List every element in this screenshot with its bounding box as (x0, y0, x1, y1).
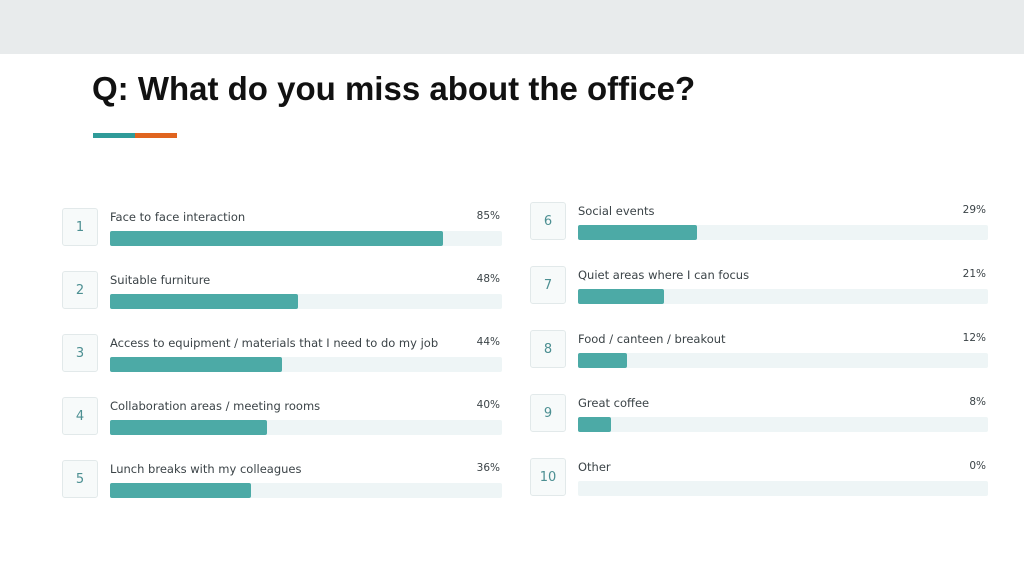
bar-label: Lunch breaks with my colleagues (110, 462, 302, 476)
bar-value-label: 36% (476, 462, 500, 474)
bar-value-label: 21% (962, 268, 986, 280)
title-accent-orange (135, 133, 177, 138)
rank-number: 1 (62, 208, 98, 246)
bar-row: 2 Suitable furniture 48% (62, 271, 506, 311)
bar (110, 357, 283, 372)
bar-label: Food / canteen / breakout (578, 332, 726, 346)
bar-value-label: 48% (476, 273, 500, 285)
rank-number: 7 (530, 266, 566, 304)
bar (578, 417, 611, 432)
bar-row: 4 Collaboration areas / meeting rooms 40% (62, 397, 506, 437)
title-accent-teal (93, 133, 135, 138)
bar-label: Other (578, 460, 611, 474)
rank-number: 10 (530, 458, 566, 496)
bar-label: Suitable furniture (110, 273, 211, 287)
bar-track (578, 225, 988, 240)
results-panel-left: 1 Face to face interaction 85% 2 Suitable fu… (58, 196, 508, 510)
bar (578, 353, 628, 368)
bar-value-label: 85% (476, 210, 500, 222)
bar-value-label: 40% (476, 399, 500, 411)
bar-row: 6 Social events 29% (530, 202, 992, 242)
rank-number: 2 (62, 271, 98, 309)
bar-value-label: 44% (476, 336, 500, 348)
bar-value-label: 12% (962, 332, 986, 344)
bar-track (110, 357, 502, 372)
bar-row: 3 Access to equipment / materials that I … (62, 334, 506, 374)
rank-number: 4 (62, 397, 98, 435)
rank-number: 5 (62, 460, 98, 498)
bar-row: 1 Face to face interaction 85% (62, 208, 506, 248)
bar-track (578, 353, 988, 368)
bar-label: Quiet areas where I can focus (578, 268, 750, 282)
bar-value-label: 0% (969, 460, 986, 472)
bar-track (578, 289, 988, 304)
slide-title: Q: What do you miss about the office? (92, 70, 696, 107)
bar-track (110, 420, 502, 435)
bar-label: Social events (578, 204, 655, 218)
bar (578, 225, 697, 240)
bar-row: 8 Food / canteen / breakout 12% (530, 330, 992, 370)
bar-label: Collaboration areas / meeting rooms (110, 399, 321, 413)
bar-row: 9 Great coffee 8% (530, 394, 992, 434)
bar-row: 5 Lunch breaks with my colleagues 36% (62, 460, 506, 500)
bar-row: 7 Quiet areas where I can focus 21% (530, 266, 992, 306)
bar-track (110, 483, 502, 498)
bar-track (578, 481, 988, 496)
bar-value-label: 8% (969, 396, 986, 408)
rank-number: 6 (530, 202, 566, 240)
header-band (0, 0, 1024, 54)
rank-number: 8 (530, 330, 566, 368)
bar (578, 289, 665, 304)
bar (110, 231, 444, 246)
bar (110, 294, 299, 309)
bar-label: Great coffee (578, 396, 650, 410)
bar (110, 420, 267, 435)
bar-track (578, 417, 988, 432)
bar-label: Face to face interaction (110, 210, 246, 224)
rank-number: 3 (62, 334, 98, 372)
bar-label: Access to equipment / materials that I n… (110, 336, 442, 350)
bar-track (110, 231, 502, 246)
bar-value-label: 29% (962, 204, 986, 216)
bar-track (110, 294, 502, 309)
bar (110, 483, 252, 498)
rank-number: 9 (530, 394, 566, 432)
bar-row: 10 Other 0% (530, 458, 992, 498)
results-panel-right: 6 Social events 29% 7 Quiet areas where I ca… (526, 190, 1002, 508)
